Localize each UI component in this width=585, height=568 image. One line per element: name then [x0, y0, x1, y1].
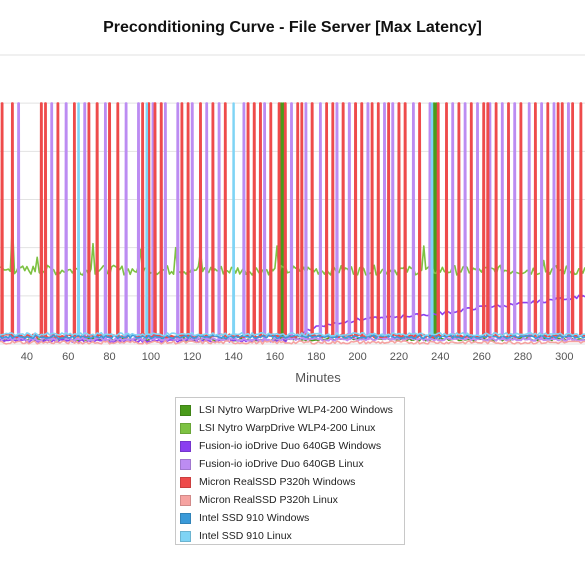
legend-label: Micron RealSSD P320h Linux — [199, 494, 338, 506]
legend-item: Fusion-io ioDrive Duo 640GB Linux — [180, 455, 404, 473]
legend-swatch — [180, 512, 191, 524]
legend-label: LSI Nytro WarpDrive WLP4-200 Windows — [199, 404, 393, 416]
legend-label: LSI Nytro WarpDrive WLP4-200 Linux — [199, 422, 376, 434]
x-tick-label: 240 — [431, 351, 449, 363]
x-tick-label: 40 — [21, 351, 33, 363]
legend-item: Intel SSD 910 Windows — [180, 509, 404, 527]
series-lines — [0, 102, 585, 345]
x-tick-label: 220 — [390, 351, 408, 363]
legend-swatch — [180, 530, 191, 542]
legend-swatch — [180, 458, 191, 470]
legend-swatch — [180, 476, 191, 488]
x-tick-label: 300 — [555, 351, 573, 363]
legend-label: Intel SSD 910 Windows — [199, 512, 310, 524]
legend-item: Micron RealSSD P320h Linux — [180, 491, 404, 509]
x-tick-label: 80 — [103, 351, 115, 363]
legend-label: Intel SSD 910 Linux — [199, 530, 292, 542]
legend-label: Fusion-io ioDrive Duo 640GB Windows — [199, 440, 382, 452]
legend-item: Intel SSD 910 Linux — [180, 527, 404, 545]
x-tick-label: 120 — [183, 351, 201, 363]
x-tick-label: 100 — [142, 351, 160, 363]
x-tick-label: 280 — [514, 351, 532, 363]
legend-label: Micron RealSSD P320h Windows — [199, 476, 356, 488]
legend-swatch — [180, 422, 191, 434]
x-axis-label: Minutes — [295, 370, 341, 385]
legend-item: LSI Nytro WarpDrive WLP4-200 Windows — [180, 401, 404, 419]
legend-swatch — [180, 404, 191, 416]
x-tick-label: 140 — [224, 351, 242, 363]
x-tick-label: 180 — [307, 351, 325, 363]
legend-label: Fusion-io ioDrive Duo 640GB Linux — [199, 458, 364, 470]
x-tick-label: 60 — [62, 351, 74, 363]
series-line — [0, 102, 585, 337]
series-line — [0, 102, 585, 342]
x-tick-label: 260 — [472, 351, 490, 363]
series-line — [0, 334, 585, 340]
legend-item: Micron RealSSD P320h Windows — [180, 473, 404, 491]
legend-swatch — [180, 494, 191, 506]
x-tick-label: 160 — [266, 351, 284, 363]
chart-title: Preconditioning Curve - File Server [Max… — [103, 19, 482, 36]
legend-swatch — [180, 440, 191, 452]
x-tick-label: 200 — [348, 351, 366, 363]
legend: LSI Nytro WarpDrive WLP4-200 Windows LSI … — [175, 397, 405, 545]
chart-plot: 40 60 80 100 120 140 160 180 200 220 240 260 280 300 … — [0, 54, 585, 385]
legend-item: Fusion-io ioDrive Duo 640GB Windows — [180, 437, 404, 455]
legend-item: LSI Nytro WarpDrive WLP4-200 Linux — [180, 419, 404, 437]
x-tick-labels: 40 60 80 100 120 140 160 180 200 220 240 260 280 300 — [21, 351, 574, 363]
series-line — [0, 339, 585, 345]
